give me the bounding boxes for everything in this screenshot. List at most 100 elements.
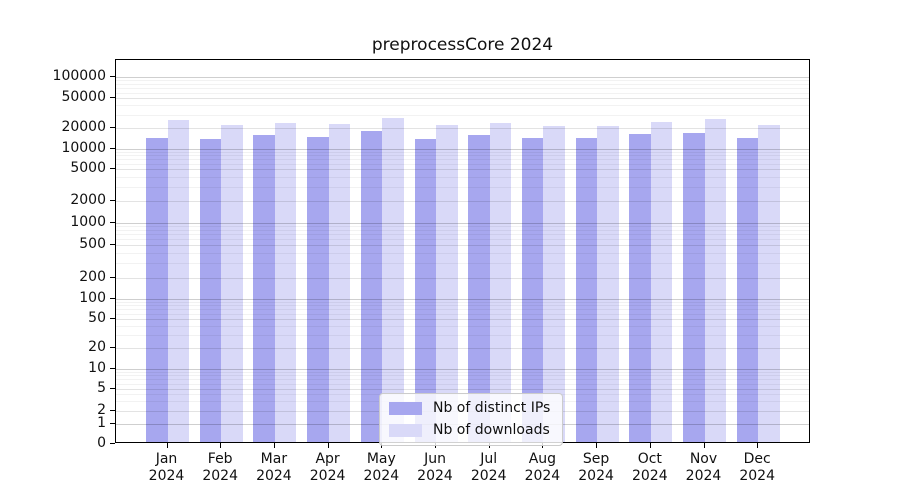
x-tick-month: Oct	[637, 451, 662, 467]
x-tick-year: 2024	[470, 468, 507, 484]
y-tick-mark	[110, 318, 115, 319]
bar-distinct-ips-sep	[575, 138, 598, 442]
legend-swatch-downloads	[389, 424, 422, 437]
y-tick-label-1: 1	[97, 415, 106, 431]
gridline	[116, 201, 809, 202]
gridline	[116, 234, 809, 236]
y-tick-label-200: 200	[79, 269, 106, 285]
y-tick-mark	[110, 298, 115, 299]
gridline	[116, 176, 809, 178]
bar-distinct-ips-dec	[736, 137, 759, 442]
bar-distinct-ips-jan	[146, 138, 168, 442]
bar-downloads-dec	[758, 125, 780, 442]
y-tick-mark	[110, 222, 115, 223]
x-tick-month: Jan	[155, 451, 178, 467]
x-tick-label-may: May 2024	[346, 451, 416, 485]
gridline	[116, 313, 809, 315]
x-tick-month: Apr	[315, 451, 340, 467]
gridline	[116, 92, 809, 94]
legend: Nb of distinct IPs Nb of downloads	[379, 393, 564, 446]
x-tick-month: Jun	[424, 451, 446, 467]
gridline	[116, 186, 809, 188]
y-tick-label-100: 100	[79, 290, 106, 306]
bar-distinct-ips-mar	[253, 134, 275, 442]
bar-downloads-jun	[436, 125, 458, 442]
x-tick-mark	[273, 443, 275, 448]
gridlines-layer	[116, 60, 809, 442]
gridline	[116, 375, 809, 377]
y-tick-label-500: 500	[79, 236, 106, 252]
x-tick-month: Sep	[582, 451, 610, 467]
x-tick-month: Aug	[528, 451, 557, 467]
y-tick-label-50000: 50000	[61, 89, 106, 105]
y-tick-label-2: 2	[97, 402, 106, 418]
x-tick-label-aug: Aug 2024	[507, 451, 577, 485]
gridline	[116, 335, 809, 337]
gridline	[116, 379, 809, 381]
y-tick-mark	[110, 423, 115, 424]
gridline	[116, 98, 809, 99]
gridline	[116, 114, 809, 116]
gridline	[116, 77, 809, 78]
gridline	[116, 230, 809, 232]
gridline	[116, 245, 809, 246]
gridline	[116, 263, 809, 265]
y-tick-label-10000: 10000	[61, 140, 106, 156]
bar-distinct-ips-feb	[199, 138, 222, 442]
gridline	[116, 302, 809, 303]
gridline	[116, 87, 809, 89]
bar-distinct-ips-apr	[307, 137, 329, 442]
y-tick-label-100000: 100000	[52, 68, 106, 84]
gridline	[116, 326, 809, 328]
bar-downloads-aug	[543, 126, 565, 442]
gridline	[116, 149, 809, 150]
bar-downloads-mar	[274, 123, 297, 442]
x-tick-month: Nov	[689, 451, 718, 467]
gridline	[116, 163, 809, 165]
x-tick-mark	[220, 443, 222, 448]
y-tick-mark	[110, 368, 115, 369]
gridline	[116, 128, 809, 129]
gridline	[116, 348, 809, 349]
x-tick-label-nov: Nov 2024	[669, 451, 739, 485]
gridline	[116, 105, 809, 107]
gridline	[116, 278, 809, 279]
gridline	[116, 389, 809, 390]
x-tick-year: 2024	[202, 468, 238, 484]
x-tick-label-feb: Feb 2024	[185, 451, 255, 485]
y-tick-label-5000: 5000	[70, 160, 106, 176]
x-tick-mark	[757, 443, 759, 448]
y-tick-label-2000: 2000	[70, 192, 106, 208]
y-tick-mark	[110, 410, 115, 411]
gridline	[116, 159, 809, 161]
y-tick-mark	[110, 347, 115, 348]
x-tick-label-jul: Jul 2024	[454, 451, 524, 485]
legend-item-distinct-ips: Nb of distinct IPs	[389, 401, 550, 416]
x-tick-mark	[596, 443, 598, 448]
plot-area: Nb of distinct IPs Nb of downloads	[115, 59, 810, 446]
x-tick-label-apr: Apr 2024	[293, 451, 363, 485]
y-tick-label-50: 50	[88, 310, 106, 326]
bar-distinct-ips-aug	[521, 138, 544, 442]
y-tick-mark	[110, 244, 115, 245]
gridline	[116, 299, 809, 300]
x-tick-mark	[327, 443, 329, 448]
y-tick-label-20000: 20000	[61, 119, 106, 135]
gridline	[116, 239, 809, 241]
gridline	[116, 309, 809, 311]
y-tick-mark	[110, 443, 115, 444]
x-tick-year: 2024	[685, 468, 722, 484]
gridline	[116, 155, 809, 157]
x-tick-mark	[166, 443, 168, 448]
x-tick-label-mar: Mar 2024	[239, 451, 309, 485]
y-tick-mark	[110, 277, 115, 278]
gridline	[116, 223, 809, 224]
bar-downloads-sep	[597, 125, 619, 442]
y-tick-label-20: 20	[88, 339, 106, 355]
x-tick-year: 2024	[148, 468, 185, 484]
y-tick-mark	[110, 168, 115, 169]
gridline	[116, 383, 809, 385]
x-tick-label-sep: Sep 2024	[561, 451, 631, 485]
bar-downloads-jan	[167, 120, 189, 442]
legend-label-downloads: Nb of downloads	[433, 422, 550, 438]
